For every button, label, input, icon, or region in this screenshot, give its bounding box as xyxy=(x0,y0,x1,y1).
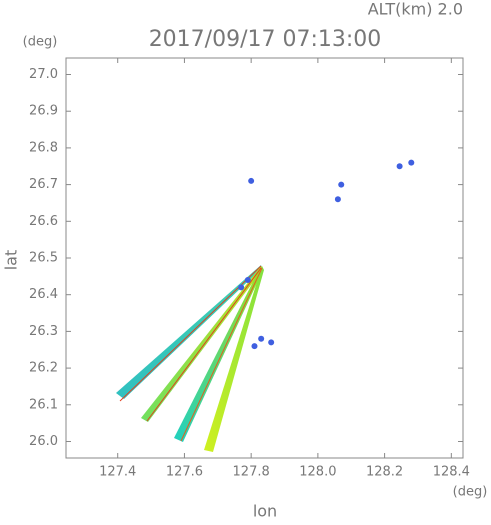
x-unit: (deg) xyxy=(453,485,488,500)
y-tick-label: 26.1 xyxy=(29,397,58,412)
y-tick-label: 26.6 xyxy=(29,214,58,229)
y-tick-label: 26.0 xyxy=(29,434,58,449)
y-tick-label: 26.5 xyxy=(29,251,58,266)
x-tick-label: 127.8 xyxy=(233,465,270,480)
echo-point xyxy=(268,339,275,346)
radar-beams xyxy=(116,265,264,452)
plot-frame xyxy=(65,57,464,459)
chart-title: 2017/09/17 07:13:00 xyxy=(149,27,382,52)
x-tick-label: 127.4 xyxy=(99,465,136,480)
echo-point xyxy=(338,181,345,188)
y-tick-label: 26.9 xyxy=(29,104,58,119)
echo-point xyxy=(334,196,341,203)
x-tick-label: 128.4 xyxy=(433,465,470,480)
echo-point xyxy=(396,163,403,170)
x-tick-label: 127.6 xyxy=(166,465,203,480)
echo-point xyxy=(238,284,245,291)
x-tick-label: 128.2 xyxy=(366,465,403,480)
y-axis-label: lat xyxy=(2,250,21,271)
echo-point xyxy=(248,177,255,184)
x-tick-label: 128.0 xyxy=(299,465,336,480)
echo-point xyxy=(244,277,251,284)
echo-point xyxy=(408,159,415,166)
y-tick-label: 27.0 xyxy=(29,67,58,82)
echo-point xyxy=(251,343,258,350)
y-unit: (deg) xyxy=(23,35,58,50)
annotation: ALT(km) 2.0 xyxy=(368,0,463,19)
y-tick-label: 26.7 xyxy=(29,177,58,192)
y-tick-label: 26.2 xyxy=(29,361,58,376)
x-axis-label: lon xyxy=(253,502,277,521)
y-tick-label: 26.3 xyxy=(29,324,58,339)
y-tick-label: 26.4 xyxy=(29,287,58,302)
echo-point xyxy=(258,335,265,342)
y-tick-label: 26.8 xyxy=(29,140,58,155)
